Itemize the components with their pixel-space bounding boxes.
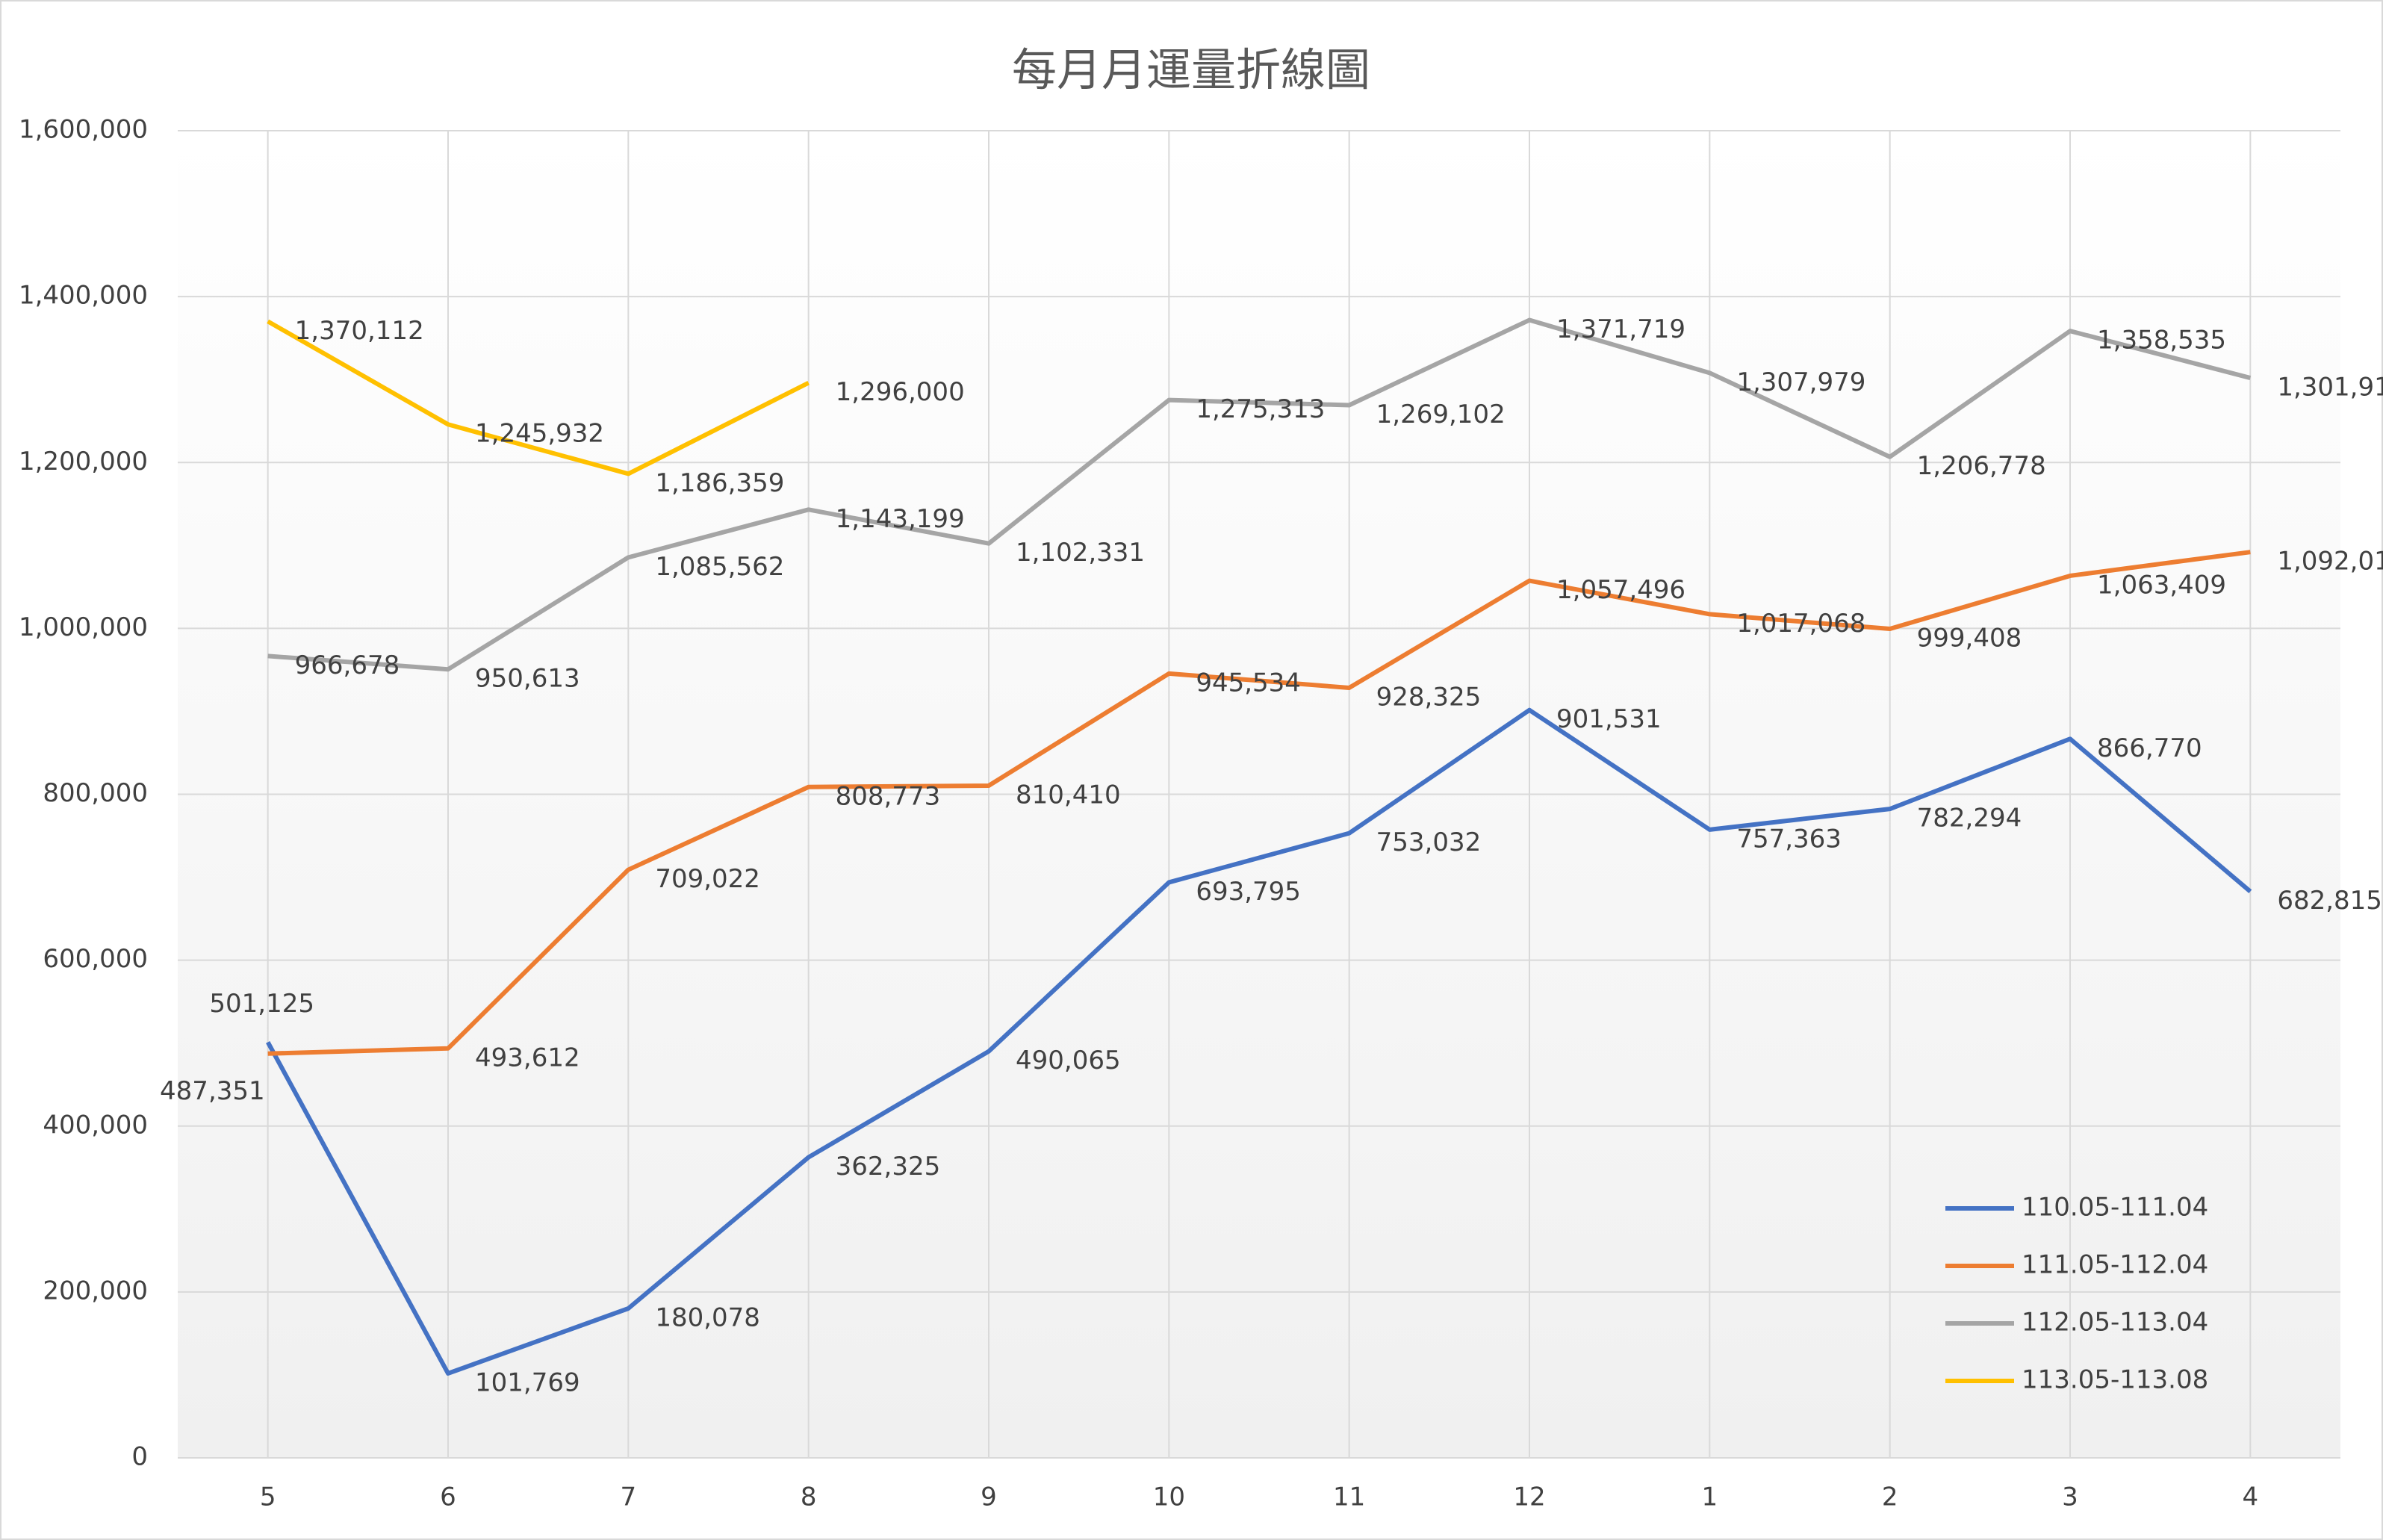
data-label: 180,078 xyxy=(655,1303,760,1333)
data-label: 1,296,000 xyxy=(836,377,965,407)
data-label: 808,773 xyxy=(836,781,941,811)
data-label: 1,371,719 xyxy=(1556,314,1686,344)
x-tick-label: 9 xyxy=(981,1482,997,1512)
data-label: 810,410 xyxy=(1016,780,1121,810)
series-line xyxy=(267,317,2252,672)
y-tick-label: 400,000 xyxy=(43,1110,148,1140)
data-label: 1,269,102 xyxy=(1376,400,1506,429)
data-label: 1,143,199 xyxy=(836,504,965,534)
series-line xyxy=(267,319,810,476)
x-tick-label: 3 xyxy=(2062,1482,2078,1512)
data-label: 1,301,913 xyxy=(2277,373,2383,403)
data-label: 1,370,112 xyxy=(295,316,424,346)
x-tick-label: 6 xyxy=(440,1482,456,1512)
y-tick-label: 1,400,000 xyxy=(19,281,148,311)
data-label: 1,063,409 xyxy=(2097,570,2226,600)
data-label: 1,092,019 xyxy=(2277,547,2383,577)
data-label: 1,307,979 xyxy=(1736,367,1865,397)
x-tick-label: 10 xyxy=(1153,1482,1185,1512)
data-label: 999,408 xyxy=(1917,624,2022,653)
series-line xyxy=(266,707,2252,1376)
data-label: 928,325 xyxy=(1376,682,1482,712)
legend-label: 110.05-111.04 xyxy=(2022,1193,2208,1223)
y-tick-label: 200,000 xyxy=(43,1276,148,1305)
data-label: 490,065 xyxy=(1016,1046,1121,1075)
data-label: 950,613 xyxy=(475,664,580,694)
x-tick-label: 1 xyxy=(1702,1482,1718,1512)
y-tick-label: 600,000 xyxy=(43,944,148,974)
series-line xyxy=(267,550,2251,1056)
data-label: 682,815 xyxy=(2277,886,2382,916)
legend-label: 113.05-113.08 xyxy=(2022,1365,2208,1395)
data-label: 1,017,068 xyxy=(1736,609,1865,639)
x-tick-label: 5 xyxy=(260,1482,276,1512)
y-tick-label: 800,000 xyxy=(43,778,148,808)
x-tick-label: 7 xyxy=(621,1482,637,1512)
data-label: 901,531 xyxy=(1556,704,1662,734)
y-tick-label: 1,000,000 xyxy=(19,612,148,642)
data-label: 1,275,313 xyxy=(1196,394,1325,424)
data-label: 362,325 xyxy=(836,1152,941,1182)
data-label: 1,057,496 xyxy=(1556,575,1686,605)
data-label: 487,351 xyxy=(160,1076,265,1106)
y-tick-label: 0 xyxy=(131,1442,148,1472)
data-label: 1,358,535 xyxy=(2097,326,2226,355)
data-label: 753,032 xyxy=(1376,828,1482,857)
chart-title: 每月月運量折線圖 xyxy=(1012,45,1370,97)
data-label: 1,206,778 xyxy=(1917,451,2046,481)
y-tick-label: 1,200,000 xyxy=(19,447,148,476)
data-label: 501,125 xyxy=(209,989,314,1019)
data-label: 866,770 xyxy=(2097,733,2202,763)
x-tick-label: 11 xyxy=(1333,1482,1365,1512)
data-label: 493,612 xyxy=(475,1043,580,1072)
legend-label: 111.05-112.04 xyxy=(2022,1250,2208,1280)
x-tick-label: 12 xyxy=(1513,1482,1545,1512)
data-label: 782,294 xyxy=(1917,804,2022,833)
data-label: 1,085,562 xyxy=(655,552,784,582)
y-tick-label: 1,600,000 xyxy=(19,115,148,145)
data-label: 966,678 xyxy=(295,651,400,680)
data-label: 709,022 xyxy=(655,864,760,894)
legend-label: 112.05-113.04 xyxy=(2022,1308,2208,1338)
data-label: 1,186,359 xyxy=(655,468,784,498)
x-tick-label: 2 xyxy=(1882,1482,1898,1512)
data-label: 757,363 xyxy=(1736,824,1842,854)
data-label: 945,534 xyxy=(1196,668,1301,698)
data-label: 1,245,932 xyxy=(475,419,604,449)
x-tick-label: 4 xyxy=(2243,1482,2259,1512)
data-label: 1,102,331 xyxy=(1016,538,1145,568)
data-label: 693,795 xyxy=(1196,877,1301,907)
data-label: 101,769 xyxy=(475,1367,580,1397)
x-tick-label: 8 xyxy=(801,1482,817,1512)
